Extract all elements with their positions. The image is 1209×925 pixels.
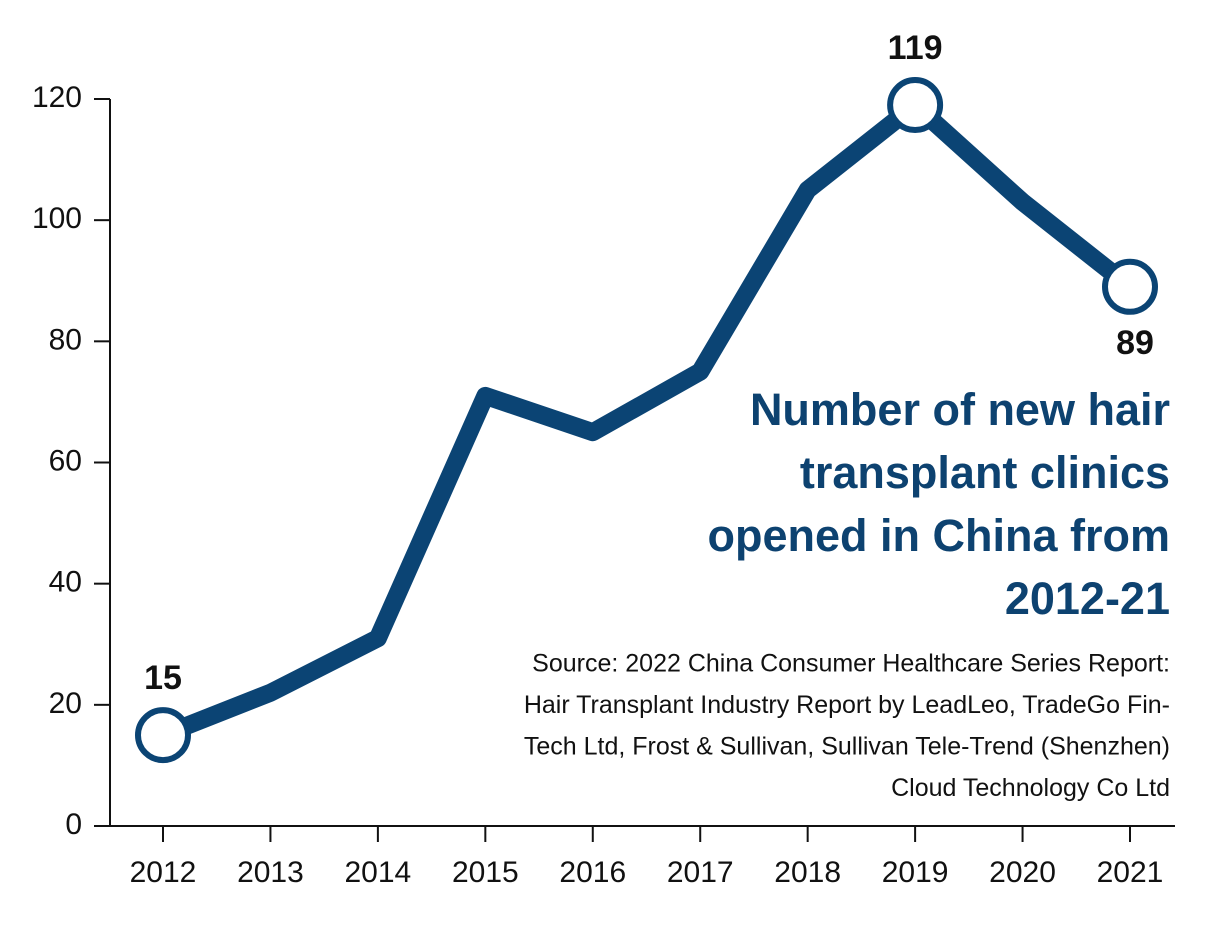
- source-note: Hair Transplant Industry Report by LeadL…: [524, 691, 1170, 719]
- point-marker: [887, 77, 944, 134]
- source-note: Source: 2022 China Consumer Healthcare S…: [532, 650, 1170, 678]
- source-note: Tech Ltd, Frost & Sullivan, Sullivan Tel…: [524, 733, 1170, 761]
- data-line: [159, 96, 1136, 744]
- chart-title: transplant clinics: [800, 447, 1170, 498]
- x-tick-label: 2017: [667, 856, 734, 889]
- x-tick-label: 2012: [130, 856, 197, 889]
- x-tick-label: 2016: [559, 856, 626, 889]
- data-label: 15: [144, 659, 182, 697]
- point-marker: [1102, 258, 1158, 315]
- data-label: 89: [1116, 324, 1154, 362]
- x-tick-label: 2019: [882, 856, 949, 889]
- y-tick-label: 40: [49, 566, 82, 599]
- y-tick-label: 120: [32, 81, 82, 114]
- y-tick-label: 0: [65, 808, 82, 841]
- point-marker: [135, 707, 191, 764]
- chart-title: Number of new hair: [750, 384, 1170, 435]
- y-tick-label: 60: [49, 444, 82, 477]
- x-tick-label: 2013: [237, 856, 304, 889]
- x-tick-label: 2015: [452, 856, 519, 889]
- y-tick-label: 20: [49, 687, 82, 720]
- x-tick-label: 2020: [989, 856, 1056, 889]
- y-tick-label: 100: [32, 202, 82, 235]
- x-tick-label: 2014: [345, 856, 412, 889]
- chart-title: opened in China from: [707, 510, 1170, 561]
- source-note: Cloud Technology Co Ltd: [891, 774, 1170, 802]
- x-tick-label: 2018: [774, 856, 841, 889]
- y-tick-label: 80: [49, 323, 82, 356]
- data-label: 119: [888, 29, 943, 67]
- x-tick-label: 2021: [1097, 856, 1164, 889]
- chart-title: 2012-21: [1005, 573, 1170, 624]
